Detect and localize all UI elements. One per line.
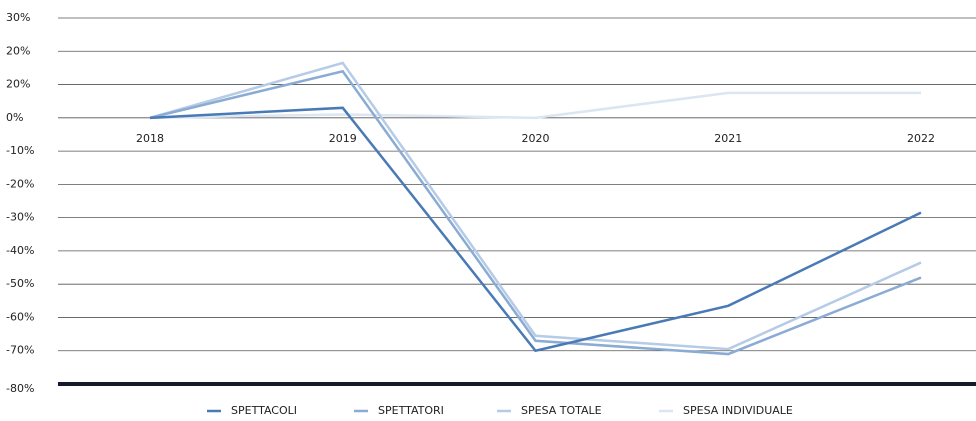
legend-label: SPETTACOLI	[231, 404, 297, 417]
y-tick-label: 20%	[6, 78, 30, 91]
line-series	[149, 69, 922, 356]
x-tick-label: 2022	[907, 132, 935, 145]
y-tick-label: -30%	[6, 211, 34, 224]
y-tick-label: 0%	[6, 111, 23, 124]
y-tick-label: -50%	[6, 277, 34, 290]
x-tick-label: 2020	[522, 132, 550, 145]
y-tick-label: 20%	[6, 44, 30, 57]
legend-label: SPESA TOTALE	[521, 404, 602, 417]
x-tick-label: 2021	[714, 132, 742, 145]
line-series	[149, 61, 922, 351]
x-tick-label: 2019	[329, 132, 357, 145]
x-tick-label: 2018	[136, 132, 164, 145]
y-tick-label: -80%	[6, 382, 34, 395]
y-tick-label: -70%	[6, 344, 34, 357]
y-tick-label: -40%	[6, 244, 34, 257]
y-tick-label: -20%	[6, 177, 34, 190]
y-tick-label: -10%	[6, 144, 34, 157]
line-series	[149, 91, 921, 120]
y-tick-label: 30%	[6, 11, 30, 24]
y-tick-label: -60%	[6, 310, 34, 323]
legend-label: SPESA INDIVIDUALE	[683, 404, 793, 417]
line-series	[149, 106, 922, 353]
legend-label: SPETTATORI	[378, 404, 444, 417]
